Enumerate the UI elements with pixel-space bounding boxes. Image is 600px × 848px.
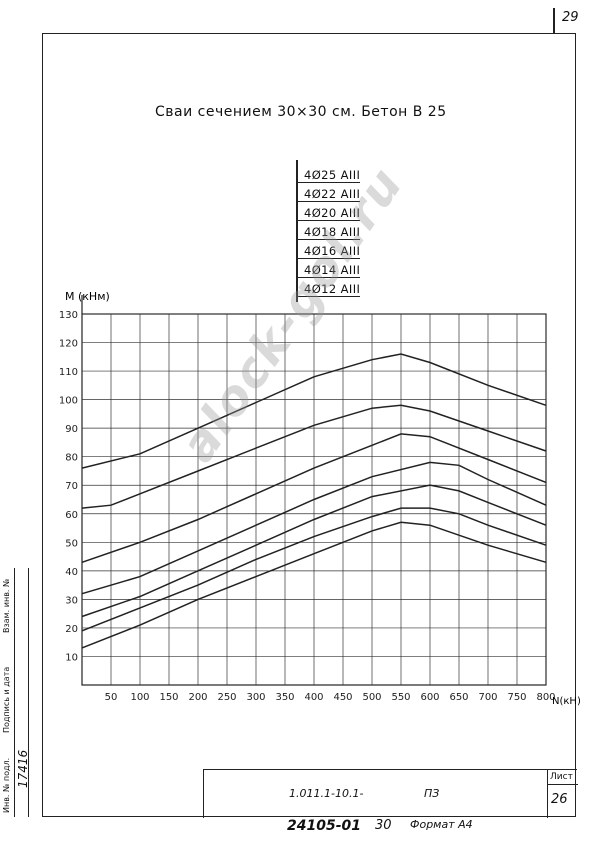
y-tick-label: 50 (65, 538, 78, 549)
legend-divider (296, 160, 298, 302)
side-label-sign: Подпись и дата (2, 666, 11, 733)
series-line-3 (81, 433, 547, 564)
y-tick-label: 110 (59, 367, 78, 378)
x-tick-label: 600 (420, 692, 439, 703)
side-label-inv: Инв. № подл. (2, 757, 11, 813)
title-block: 1.011.1-10.1- ПЗ Лист 26 (203, 769, 578, 818)
x-tick-label: 450 (333, 692, 352, 703)
document-type: ПЗ (424, 787, 440, 800)
legend-item: 4Ø12 АIII (298, 282, 361, 297)
chart-ticks: 50 100 150 200 250 300 350 400 450 500 550 600 650 70… (59, 310, 556, 703)
legend-item: 4Ø25 АIII (298, 168, 361, 183)
sheet-box: Лист 26 (547, 770, 578, 818)
y-tick-label: 90 (65, 424, 78, 435)
x-axis-label: N(кН) (552, 696, 581, 707)
y-tick-label: 20 (65, 624, 78, 635)
side-value-inv: 17416 (16, 749, 30, 788)
series-line-2 (81, 404, 547, 509)
side-strip-column (0, 568, 15, 817)
y-axis-label: М (кНм) (65, 290, 110, 303)
page-number-divider (553, 8, 555, 33)
side-strip-column (14, 568, 29, 817)
legend-item: 4Ø14 АIII (298, 263, 361, 278)
footer-format: Формат А4 (410, 818, 473, 831)
x-tick-label: 350 (275, 692, 294, 703)
y-tick-label: 80 (65, 453, 78, 464)
legend-item: 4Ø16 АIII (298, 244, 361, 259)
x-tick-label: 150 (159, 692, 178, 703)
drawing-frame (42, 33, 576, 817)
x-tick-label: 650 (449, 692, 468, 703)
series-line-7 (81, 521, 547, 649)
y-tick-label: 40 (65, 567, 78, 578)
page-number: 29 (562, 10, 579, 25)
chart-title: Сваи сечением 30×30 см. Бетон В 25 (155, 104, 447, 120)
chart-grid (81, 295, 547, 686)
x-tick-label: 700 (478, 692, 497, 703)
x-tick-label: 250 (217, 692, 236, 703)
x-tick-label: 750 (507, 692, 526, 703)
y-tick-label: 130 (59, 310, 78, 321)
y-tick-label: 60 (65, 510, 78, 521)
x-tick-label: 550 (391, 692, 410, 703)
side-strip: Инв. № подл. 17416 Подпись и дата Взам. … (0, 568, 42, 817)
legend-item: 4Ø18 АIII (298, 225, 361, 240)
x-tick-label: 500 (362, 692, 381, 703)
x-tick-label: 50 (105, 692, 118, 703)
x-tick-label: 200 (188, 692, 207, 703)
legend-item: 4Ø20 АIII (298, 206, 361, 221)
x-tick-label: 800 (536, 692, 555, 703)
series-line-4 (81, 461, 547, 595)
sheet-number: 26 (551, 792, 568, 807)
series-line-1 (81, 353, 547, 469)
series-line-6 (81, 507, 547, 632)
y-tick-label: 120 (59, 339, 78, 350)
x-tick-label: 400 (304, 692, 323, 703)
sheet-label: Лист (550, 772, 573, 782)
chart-series (81, 353, 547, 649)
sheet-divider (548, 784, 578, 786)
document-code: 1.011.1-10.1- (289, 787, 364, 800)
x-tick-label: 100 (130, 692, 149, 703)
footer-copy: 30 (375, 818, 392, 833)
series-line-5 (81, 484, 547, 618)
side-label-replace: Взам. инв. № (2, 578, 11, 633)
x-tick-label: 300 (246, 692, 265, 703)
y-tick-label: 30 (65, 595, 78, 606)
y-tick-label: 10 (65, 652, 78, 663)
footer-number: 24105-01 (287, 818, 361, 834)
y-tick-label: 100 (59, 396, 78, 407)
legend-item: 4Ø22 АIII (298, 187, 361, 202)
y-tick-label: 70 (65, 481, 78, 492)
